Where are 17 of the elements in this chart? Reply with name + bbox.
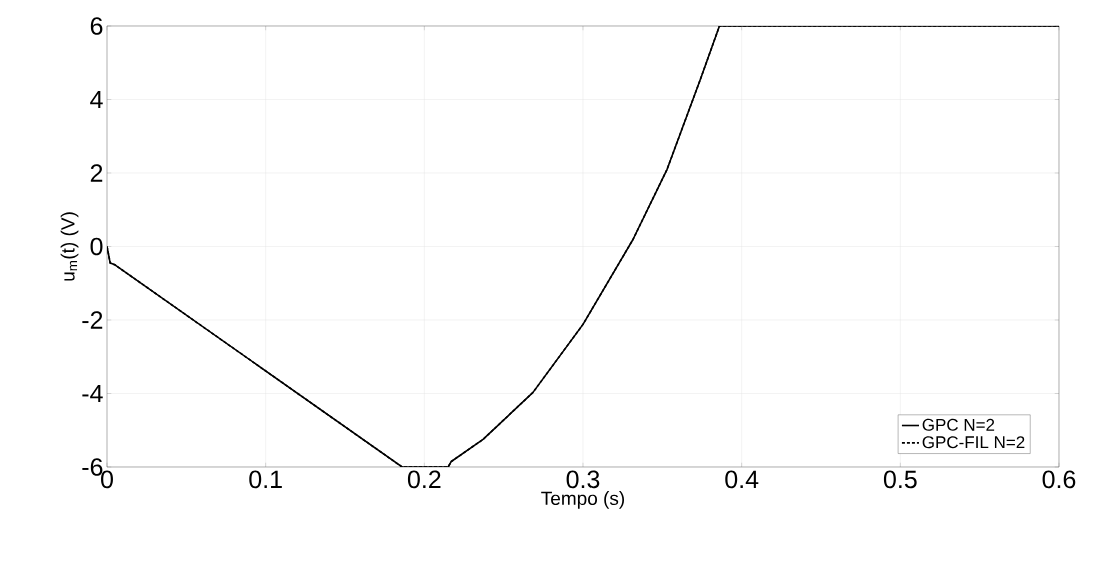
y-tick-label: 0 <box>90 237 103 256</box>
y-axis-title: u$_{m}$(t) (V) <box>60 212 79 281</box>
legend-label: GPC N=2 <box>922 418 995 431</box>
x-tick-label: 0.2 <box>407 470 441 489</box>
y-tick-label: 2 <box>90 164 103 182</box>
y-tick-label: 4 <box>90 90 103 109</box>
x-tick-label: 0.1 <box>249 470 282 489</box>
x-tick-label: 0.5 <box>883 470 917 489</box>
y-tick-label: -2 <box>82 311 103 329</box>
y-tick-label: -4 <box>82 384 103 403</box>
x-axis-title: Tempo (s) <box>541 491 625 509</box>
x-tick-label: 0.6 <box>1042 470 1076 489</box>
legend-label: GPC-FIL N=2 <box>922 436 1025 449</box>
x-tick-label: 0.3 <box>566 470 600 489</box>
y-tick-label: 6 <box>90 17 103 35</box>
x-tick-label: 0.4 <box>725 470 759 489</box>
y-tick-label: -6 <box>82 458 103 476</box>
